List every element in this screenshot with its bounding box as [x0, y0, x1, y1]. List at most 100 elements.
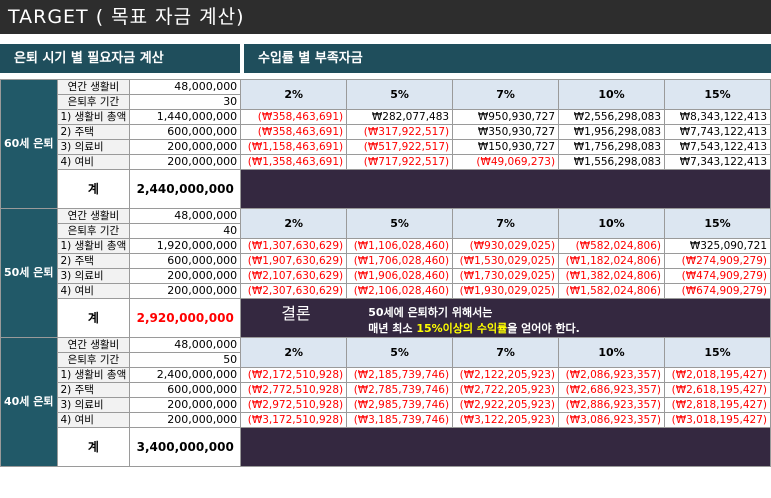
shortfall-cell: (₩358,463,691): [240, 109, 348, 125]
expense-value: 600,000,000: [129, 253, 242, 269]
shortfall-cell: ₩7,343,122,413: [664, 154, 771, 170]
shortfall-cell: (₩274,909,279): [664, 253, 771, 269]
shortfall-cell: (₩3,086,923,357): [558, 412, 665, 428]
conclusion-line2-pre: 매년 최소: [368, 322, 417, 335]
shortfall-cell: (₩2,106,028,460): [346, 283, 454, 299]
expense-label: 1) 생활비 총액: [56, 238, 131, 254]
shortfall-cell: (₩1,930,029,025): [452, 283, 560, 299]
shortfall-cell: (₩358,463,691): [240, 124, 348, 140]
shortfall-cell: ₩8,343,122,413: [664, 109, 771, 125]
shortfall-cell: ₩7,543,122,413: [664, 139, 771, 155]
shortfall-cell: ₩950,930,727: [452, 109, 560, 125]
shortfall-cell: (₩2,618,195,427): [664, 382, 771, 398]
shortfall-cell: (₩2,785,739,746): [346, 382, 454, 398]
shortfall-cell: ₩1,756,298,083: [558, 139, 665, 155]
expense-value: 600,000,000: [129, 382, 242, 398]
table-row: 2) 주택 600,000,000 (₩1,907,630,629) (₩1,706,…: [1, 253, 771, 269]
section-row-period: 은퇴후 기간 30: [1, 94, 771, 110]
retirement-period-label: 은퇴후 기간: [56, 352, 131, 368]
shortfall-cell: (₩1,182,024,806): [558, 253, 665, 269]
shortfall-cell: ₩350,930,727: [452, 124, 560, 140]
expense-label: 3) 의료비: [56, 268, 131, 284]
shortfall-cell: ₩2,556,298,083: [558, 109, 665, 125]
expense-value: 2,400,000,000: [129, 367, 242, 383]
expense-value: 200,000,000: [129, 412, 242, 428]
shortfall-cell: ₩7,743,122,413: [664, 124, 771, 140]
shortfall-cell: (₩2,107,630,629): [240, 268, 348, 284]
shortfall-cell: (₩1,382,024,806): [558, 268, 665, 284]
rate-header: 15%: [664, 208, 771, 239]
table-row: 3) 의료비 200,000,000 (₩2,107,630,629) (₩1,906…: [1, 268, 771, 284]
table-row: 2) 주택 600,000,000 (₩2,772,510,928) (₩2,785,…: [1, 382, 771, 398]
shortfall-cell: (₩3,122,205,923): [452, 412, 560, 428]
empty-dark-area: [240, 427, 771, 467]
total-label: 계: [56, 298, 131, 338]
expense-label: 3) 의료비: [56, 139, 131, 155]
rate-header: 5%: [346, 337, 454, 368]
shortfall-cell: (₩2,307,630,629): [240, 283, 348, 299]
rate-header: 15%: [664, 79, 771, 110]
living-cost-label: 연간 생활비: [56, 79, 131, 95]
conclusion-line1: 50세에 은퇴하기 위해서는: [368, 306, 493, 319]
shortfall-cell: (₩517,922,517): [346, 139, 454, 155]
rate-header: 7%: [452, 337, 560, 368]
shortfall-cell: (₩2,886,923,357): [558, 397, 665, 413]
rate-header: 10%: [558, 79, 665, 110]
shortfall-cell: ₩1,956,298,083: [558, 124, 665, 140]
shortfall-cell: (₩1,307,630,629): [240, 238, 348, 254]
rate-header: 2%: [240, 79, 348, 110]
section-row-living: 40세 은퇴 연간 생활비 48,000,000 2% 5% 7% 10% 15%: [0, 337, 771, 467]
conclusion-title: 결론: [281, 304, 311, 323]
shortfall-cell: (₩1,106,028,460): [346, 238, 454, 254]
expense-label: 1) 생활비 총액: [56, 367, 131, 383]
shortfall-cell: (₩2,122,205,923): [452, 367, 560, 383]
shortfall-cell: (₩49,069,273): [452, 154, 560, 170]
shortfall-cell: (₩2,172,510,928): [240, 367, 348, 383]
shortfall-cell: (₩1,158,463,691): [240, 139, 348, 155]
total-value: 2,920,000,000: [129, 298, 242, 338]
shortfall-cell: (₩2,018,195,427): [664, 367, 771, 383]
shortfall-cell: (₩2,772,510,928): [240, 382, 348, 398]
shortfall-cell: (₩2,922,205,923): [452, 397, 560, 413]
living-cost-value: 48,000,000: [129, 79, 242, 95]
shortfall-cell: (₩1,530,029,025): [452, 253, 560, 269]
expense-value: 200,000,000: [129, 283, 242, 299]
expense-value: 1,920,000,000: [129, 238, 242, 254]
expense-label: 4) 여비: [56, 154, 131, 170]
expense-label: 2) 주택: [56, 382, 131, 398]
conclusion-highlight: 15%이상의 수익률: [416, 322, 508, 335]
shortfall-cell: (₩582,024,806): [558, 238, 665, 254]
table-row: 2) 주택 600,000,000 (₩358,463,691) (₩317,922,…: [1, 124, 771, 140]
expense-label: 2) 주택: [56, 253, 131, 269]
living-cost-value: 48,000,000: [129, 208, 242, 224]
empty-dark-area: [240, 169, 771, 209]
table-row: 3) 의료비 200,000,000 (₩2,972,510,928) (₩2,985…: [1, 397, 771, 413]
shortfall-cell: (₩1,358,463,691): [240, 154, 348, 170]
shortfall-cell: (₩2,972,510,928): [240, 397, 348, 413]
retirement-period-label: 은퇴후 기간: [56, 94, 131, 110]
section-row-living: 50세 은퇴 연간 생활비 48,000,000 2% 5% 7% 10% 15%: [0, 208, 771, 338]
rate-header: 10%: [558, 208, 665, 239]
retirement-period-value: 50: [129, 352, 242, 368]
shortfall-cell: (₩717,922,517): [346, 154, 454, 170]
living-cost-label: 연간 생활비: [56, 208, 131, 224]
shortfall-cell: (₩1,907,630,629): [240, 253, 348, 269]
shortfall-cell: (₩674,909,279): [664, 283, 771, 299]
total-value: 3,400,000,000: [129, 427, 242, 467]
rate-header: 5%: [346, 79, 454, 110]
total-label: 계: [56, 169, 131, 209]
table-row: 1) 생활비 총액 2,400,000,000 (₩2,172,510,928) (₩…: [1, 367, 771, 383]
rate-header: 2%: [240, 337, 348, 368]
expense-value: 200,000,000: [129, 139, 242, 155]
rate-header: 15%: [664, 337, 771, 368]
rate-header: 7%: [452, 79, 560, 110]
shortfall-cell: ₩1,556,298,083: [558, 154, 665, 170]
conclusion-line2-post: 을 얻어야 한다.: [507, 322, 580, 335]
shortfall-cell: (₩1,582,024,806): [558, 283, 665, 299]
section-age-label: 60세 은퇴: [0, 79, 58, 209]
table-row: 4) 여비 200,000,000 (₩2,307,630,629) (₩2,106,…: [1, 283, 771, 299]
rate-header: 7%: [452, 208, 560, 239]
total-label: 계: [56, 427, 131, 467]
